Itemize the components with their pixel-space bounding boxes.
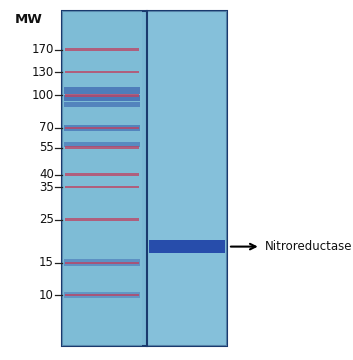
Bar xyxy=(64,87,140,94)
Text: 130: 130 xyxy=(31,66,54,78)
Bar xyxy=(147,11,227,346)
Text: 10: 10 xyxy=(39,289,54,302)
Text: MW: MW xyxy=(14,13,42,26)
Bar xyxy=(65,186,139,189)
Bar xyxy=(64,142,140,148)
Text: 170: 170 xyxy=(31,43,54,56)
Bar xyxy=(65,49,139,51)
Bar xyxy=(65,94,139,97)
Bar xyxy=(64,292,140,298)
Bar xyxy=(65,218,139,221)
Bar xyxy=(65,126,139,129)
Bar xyxy=(62,11,227,346)
Text: 55: 55 xyxy=(39,141,54,154)
Text: 100: 100 xyxy=(31,89,54,102)
Text: 15: 15 xyxy=(39,256,54,269)
Bar xyxy=(65,174,139,176)
Text: 40: 40 xyxy=(39,168,54,181)
Bar xyxy=(65,294,139,297)
Bar xyxy=(64,259,140,266)
Bar xyxy=(65,146,139,149)
Bar xyxy=(65,71,139,73)
Text: 70: 70 xyxy=(39,121,54,134)
Bar xyxy=(64,125,140,131)
Text: Nitroreductase: Nitroreductase xyxy=(265,240,352,253)
Text: 35: 35 xyxy=(39,181,54,194)
Text: 25: 25 xyxy=(39,213,54,226)
Bar xyxy=(65,261,139,264)
Bar xyxy=(64,95,140,101)
Bar xyxy=(149,240,225,253)
Bar xyxy=(64,102,140,107)
Bar xyxy=(62,11,142,346)
